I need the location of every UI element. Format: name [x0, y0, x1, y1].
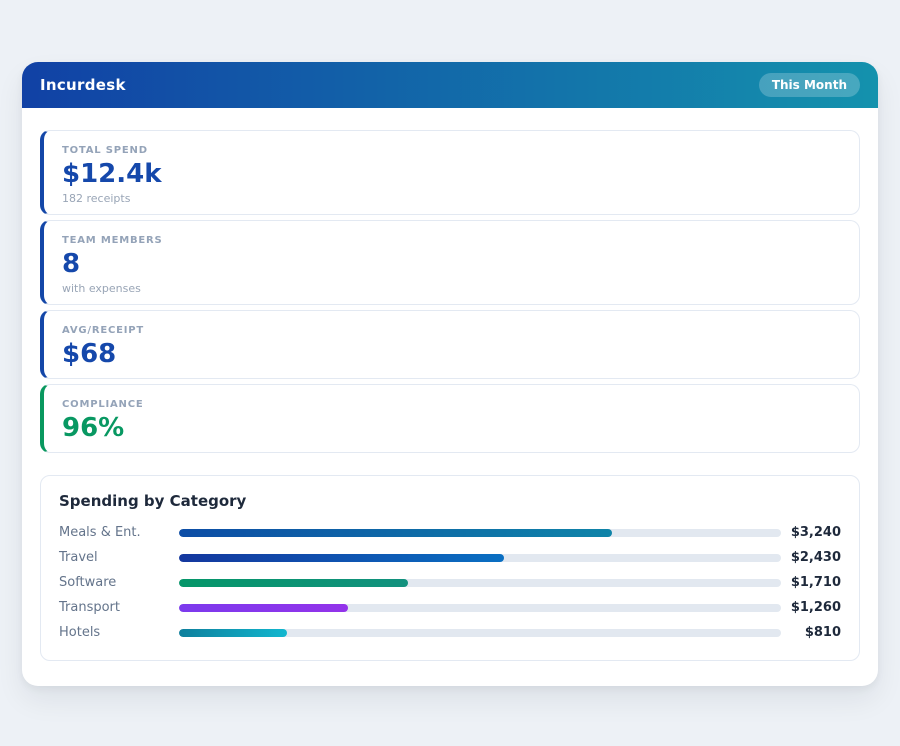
stat-label: TEAM MEMBERS: [62, 235, 163, 246]
chart-row: Travel $2,430: [59, 545, 841, 570]
stat-value: 8: [62, 249, 81, 279]
category-value: $2,430: [790, 550, 841, 565]
bar-fill: [179, 528, 613, 537]
stat-label: AVG/RECEIPT: [62, 325, 145, 336]
stat-value: $68: [62, 339, 117, 369]
bar-track: [179, 528, 781, 537]
category-label: Software: [59, 575, 117, 590]
stat-sublabel: with expenses: [62, 281, 141, 295]
category-value: $1,710: [790, 575, 841, 590]
category-label: Hotels: [59, 625, 101, 640]
chart-row: Meals & Ent. $3,240: [59, 520, 841, 545]
stat-sublabel: 182 receipts: [62, 191, 131, 205]
stat-card: TEAM MEMBERS 8 with expenses: [40, 220, 860, 305]
dashboard-card: Incurdesk This Month TOTAL SPEND $12.4k …: [22, 62, 878, 686]
chart-rows: Meals & Ent. $3,240 Travel $2,430 Softwa…: [59, 520, 841, 645]
bar-track: [179, 578, 781, 587]
category-label: Meals & Ent.: [59, 525, 141, 540]
bar-fill: [179, 628, 288, 637]
category-value: $810: [804, 625, 841, 640]
period-badge[interactable]: This Month: [758, 73, 860, 97]
dashboard-content: TOTAL SPEND $12.4k 182 receipts TEAM MEM…: [22, 108, 878, 684]
bar-fill: [179, 603, 348, 612]
stat-value: 96%: [62, 413, 125, 443]
chart-row: Transport $1,260: [59, 595, 841, 620]
bar-track: [179, 603, 781, 612]
stat-card: AVG/RECEIPT $68: [40, 310, 860, 379]
category-label: Transport: [59, 600, 121, 615]
stat-label: TOTAL SPEND: [62, 145, 148, 156]
bar-fill: [179, 578, 408, 587]
stat-card: TOTAL SPEND $12.4k 182 receipts: [40, 130, 860, 215]
category-value: $1,260: [790, 600, 841, 615]
chart-row: Hotels $810: [59, 620, 841, 645]
bar-track: [179, 553, 781, 562]
bar-track: [179, 628, 781, 637]
stat-value: $12.4k: [62, 159, 162, 189]
app-header: Incurdesk This Month: [22, 62, 878, 108]
spending-chart-card: Spending by Category Meals & Ent. $3,240…: [40, 475, 860, 661]
stats-section: TOTAL SPEND $12.4k 182 receipts TEAM MEM…: [40, 130, 860, 453]
chart-title: Spending by Category: [59, 492, 247, 510]
app-title: Incurdesk: [40, 76, 126, 94]
stat-card: COMPLIANCE 96%: [40, 384, 860, 453]
bar-fill: [179, 553, 505, 562]
chart-row: Software $1,710: [59, 570, 841, 595]
category-label: Travel: [59, 550, 98, 565]
stat-label: COMPLIANCE: [62, 399, 144, 410]
category-value: $3,240: [790, 525, 841, 540]
